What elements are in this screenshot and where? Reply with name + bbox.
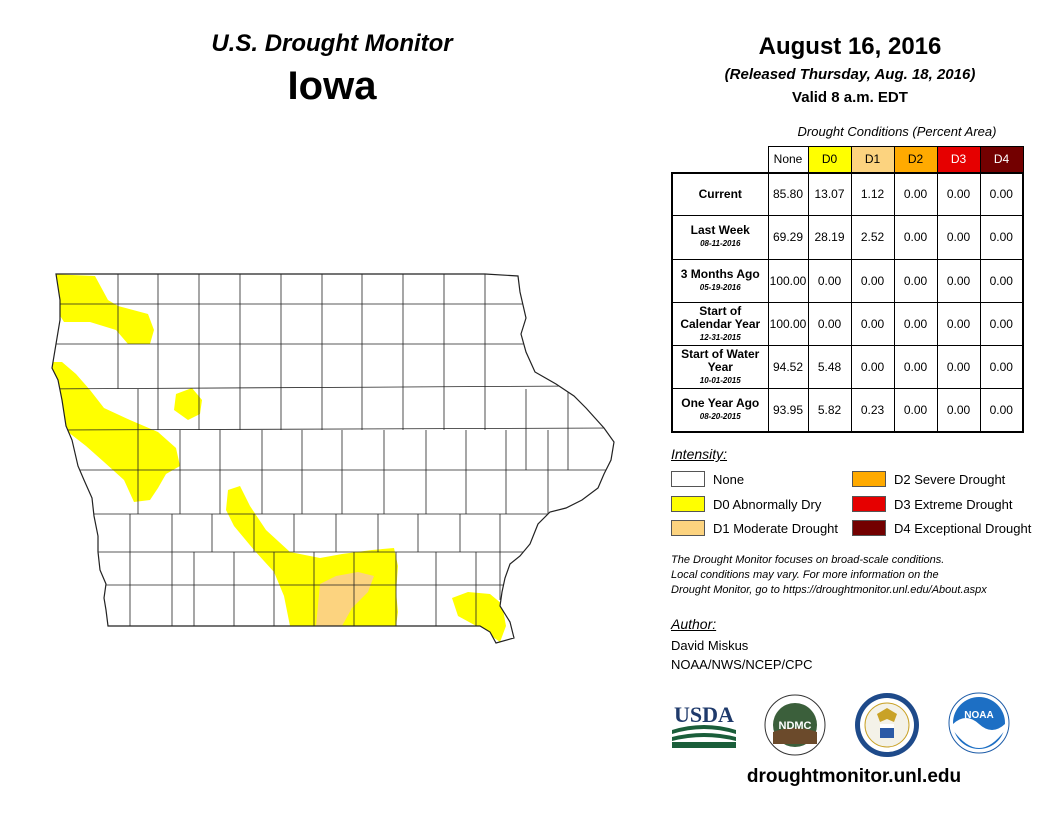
disclaimer-note: The Drought Monitor focuses on broad-sca… bbox=[671, 554, 987, 596]
row-label: 3 Months Ago 05-19-2016 bbox=[671, 258, 769, 303]
cell-d0: 0.00 bbox=[807, 258, 852, 303]
cell-d2: 0.00 bbox=[893, 301, 938, 347]
row-label: Start of Water Year 10-01-2015 bbox=[671, 345, 769, 390]
cell-d4: 0.00 bbox=[979, 301, 1024, 347]
table-row: Last Week 08-11-2016 69.29 28.19 2.52 0.0… bbox=[671, 215, 1024, 260]
cell-d1: 0.00 bbox=[850, 345, 895, 390]
table-caption: Drought Conditions (Percent Area) bbox=[797, 124, 997, 139]
row-label: Start of Calendar Year 12-31-2015 bbox=[671, 301, 769, 347]
iowa-state-outline bbox=[51, 273, 615, 644]
cell-d3: 0.00 bbox=[936, 345, 981, 390]
svg-text:NOAA: NOAA bbox=[964, 710, 993, 721]
legend-swatch bbox=[671, 471, 705, 487]
svg-text:USDA: USDA bbox=[674, 702, 734, 727]
row-label: Current bbox=[671, 171, 769, 217]
state-name: Iowa bbox=[287, 64, 377, 108]
table-row: Start of Water Year 10-01-2015 94.52 5.48… bbox=[671, 345, 1024, 390]
d1-drought-area bbox=[316, 572, 374, 626]
website-url: droughtmonitor.unl.edu bbox=[746, 766, 962, 787]
legend-swatch bbox=[671, 520, 705, 536]
table-row: 3 Months Ago 05-19-2016 100.00 0.00 0.00 … bbox=[671, 258, 1024, 303]
table-row: Start of Calendar Year 12-31-2015 100.00 … bbox=[671, 301, 1024, 347]
cell-d3: 0.00 bbox=[936, 215, 981, 260]
cell-d0: 13.07 bbox=[807, 171, 852, 217]
cell-d1: 0.00 bbox=[850, 258, 895, 303]
cell-d2: 0.00 bbox=[893, 345, 938, 390]
col-header-d1: D1 bbox=[850, 146, 895, 173]
cell-d0: 5.82 bbox=[807, 388, 852, 434]
cell-d3: 0.00 bbox=[936, 388, 981, 434]
svg-text:NDMC: NDMC bbox=[779, 720, 812, 732]
cell-none: 69.29 bbox=[767, 215, 809, 260]
cell-d2: 0.00 bbox=[893, 215, 938, 260]
cell-d1: 0.00 bbox=[850, 301, 895, 347]
legend-item-d2: D2 Severe Drought bbox=[852, 471, 1005, 487]
cell-d0: 28.19 bbox=[807, 215, 852, 260]
map-title: U.S. Drought Monitor bbox=[211, 30, 453, 57]
col-header-d3: D3 bbox=[936, 146, 981, 173]
department-of-commerce-seal-icon bbox=[855, 693, 919, 757]
cell-d4: 0.00 bbox=[979, 258, 1024, 303]
cell-d4: 0.00 bbox=[979, 345, 1024, 390]
col-header-d4: D4 bbox=[979, 146, 1024, 173]
legend-item-d4: D4 Exceptional Drought bbox=[852, 520, 1031, 536]
cell-d3: 0.00 bbox=[936, 301, 981, 347]
legend-swatch bbox=[852, 496, 886, 512]
cell-none: 93.95 bbox=[767, 388, 809, 434]
cell-d3: 0.00 bbox=[936, 258, 981, 303]
noaa-logo-icon: NOAA bbox=[948, 692, 1010, 754]
cell-d4: 0.00 bbox=[979, 171, 1024, 217]
table-header-row: None D0 D1 D2 D3 D4 bbox=[672, 146, 1024, 173]
drought-conditions-table: None D0 D1 D2 D3 D4 Current 85.80 13.07 … bbox=[671, 146, 1024, 434]
iowa-drought-map bbox=[51, 273, 615, 644]
cell-d0: 0.00 bbox=[807, 301, 852, 347]
row-label: One Year Ago 08-20-2015 bbox=[671, 388, 769, 434]
cell-d1: 1.12 bbox=[850, 171, 895, 217]
table-row: One Year Ago 08-20-2015 93.95 5.82 0.23 0… bbox=[671, 388, 1024, 434]
cell-none: 85.80 bbox=[767, 171, 809, 217]
legend-item-d0: D0 Abnormally Dry bbox=[671, 496, 821, 512]
cell-d2: 0.00 bbox=[893, 171, 938, 217]
legend-swatch bbox=[671, 496, 705, 512]
legend-swatch bbox=[852, 520, 886, 536]
row-label: Last Week 08-11-2016 bbox=[671, 215, 769, 260]
cell-none: 100.00 bbox=[767, 301, 809, 347]
legend-title: Intensity: bbox=[671, 446, 728, 462]
col-header-none: None bbox=[767, 146, 809, 173]
release-date: (Released Thursday, Aug. 18, 2016) bbox=[724, 66, 976, 83]
cell-none: 94.52 bbox=[767, 345, 809, 390]
map-date: August 16, 2016 bbox=[758, 33, 942, 60]
author-heading: Author: bbox=[671, 616, 717, 632]
county-boundaries bbox=[52, 274, 614, 626]
valid-time: Valid 8 a.m. EDT bbox=[792, 89, 908, 106]
legend-item-none: None bbox=[671, 471, 744, 487]
legend-item-d3: D3 Extreme Drought bbox=[852, 496, 1013, 512]
table-row: Current 85.80 13.07 1.12 0.00 0.00 0.00 bbox=[671, 171, 1024, 217]
cell-d4: 0.00 bbox=[979, 388, 1024, 434]
usda-logo-icon: USDA bbox=[672, 702, 736, 748]
cell-d3: 0.00 bbox=[936, 171, 981, 217]
cell-d1: 0.23 bbox=[850, 388, 895, 434]
legend-item-d1: D1 Moderate Drought bbox=[671, 520, 838, 536]
cell-d0: 5.48 bbox=[807, 345, 852, 390]
table-corner bbox=[672, 147, 768, 173]
ndmc-logo-icon: NDMC bbox=[764, 694, 826, 756]
cell-d2: 0.00 bbox=[893, 388, 938, 434]
legend-swatch bbox=[852, 471, 886, 487]
cell-d2: 0.00 bbox=[893, 258, 938, 303]
cell-d4: 0.00 bbox=[979, 215, 1024, 260]
author-organization: NOAA/NWS/NCEP/CPC bbox=[671, 657, 813, 672]
cell-d1: 2.52 bbox=[850, 215, 895, 260]
cell-none: 100.00 bbox=[767, 258, 809, 303]
col-header-d0: D0 bbox=[807, 146, 852, 173]
author-name: David Miskus bbox=[671, 638, 749, 653]
col-header-d2: D2 bbox=[893, 146, 938, 173]
